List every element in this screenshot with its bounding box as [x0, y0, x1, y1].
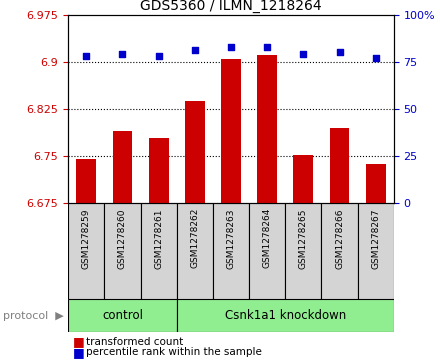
Text: Csnk1a1 knockdown: Csnk1a1 knockdown [225, 309, 346, 322]
Bar [68, 203, 104, 299]
Bar [257, 56, 277, 203]
Text: transformed count: transformed count [86, 337, 183, 347]
Point [119, 51, 126, 57]
Bar [177, 203, 213, 299]
Point [227, 44, 235, 49]
Text: GSM1278267: GSM1278267 [371, 208, 380, 269]
Bar [68, 299, 177, 332]
Text: GSM1278259: GSM1278259 [82, 208, 91, 269]
Text: GSM1278260: GSM1278260 [118, 208, 127, 269]
Point [191, 48, 198, 53]
Text: percentile rank within the sample: percentile rank within the sample [86, 347, 262, 357]
Text: GSM1278266: GSM1278266 [335, 208, 344, 269]
Bar [322, 203, 358, 299]
Bar [366, 164, 386, 203]
Title: GDS5360 / ILMN_1218264: GDS5360 / ILMN_1218264 [140, 0, 322, 13]
Text: protocol  ▶: protocol ▶ [3, 311, 64, 321]
Bar [185, 101, 205, 203]
Point [336, 49, 343, 55]
Point [264, 44, 271, 49]
Bar [285, 203, 322, 299]
Bar [77, 159, 96, 203]
Text: ■: ■ [73, 346, 84, 359]
Bar [113, 131, 132, 203]
Text: GSM1278265: GSM1278265 [299, 208, 308, 269]
Bar [149, 138, 169, 203]
Bar [177, 299, 394, 332]
Bar [104, 203, 140, 299]
Text: ■: ■ [73, 335, 84, 348]
Text: GSM1278263: GSM1278263 [227, 208, 235, 269]
Bar [140, 203, 177, 299]
Bar [221, 58, 241, 203]
Bar [358, 203, 394, 299]
Point [300, 51, 307, 57]
Text: GSM1278262: GSM1278262 [191, 208, 199, 269]
Text: GSM1278264: GSM1278264 [263, 208, 271, 269]
Bar [249, 203, 285, 299]
Bar [330, 128, 349, 203]
Point [372, 55, 379, 61]
Point [83, 53, 90, 59]
Bar [213, 203, 249, 299]
Text: control: control [102, 309, 143, 322]
Bar [293, 155, 313, 203]
Point [155, 53, 162, 59]
Text: GSM1278261: GSM1278261 [154, 208, 163, 269]
